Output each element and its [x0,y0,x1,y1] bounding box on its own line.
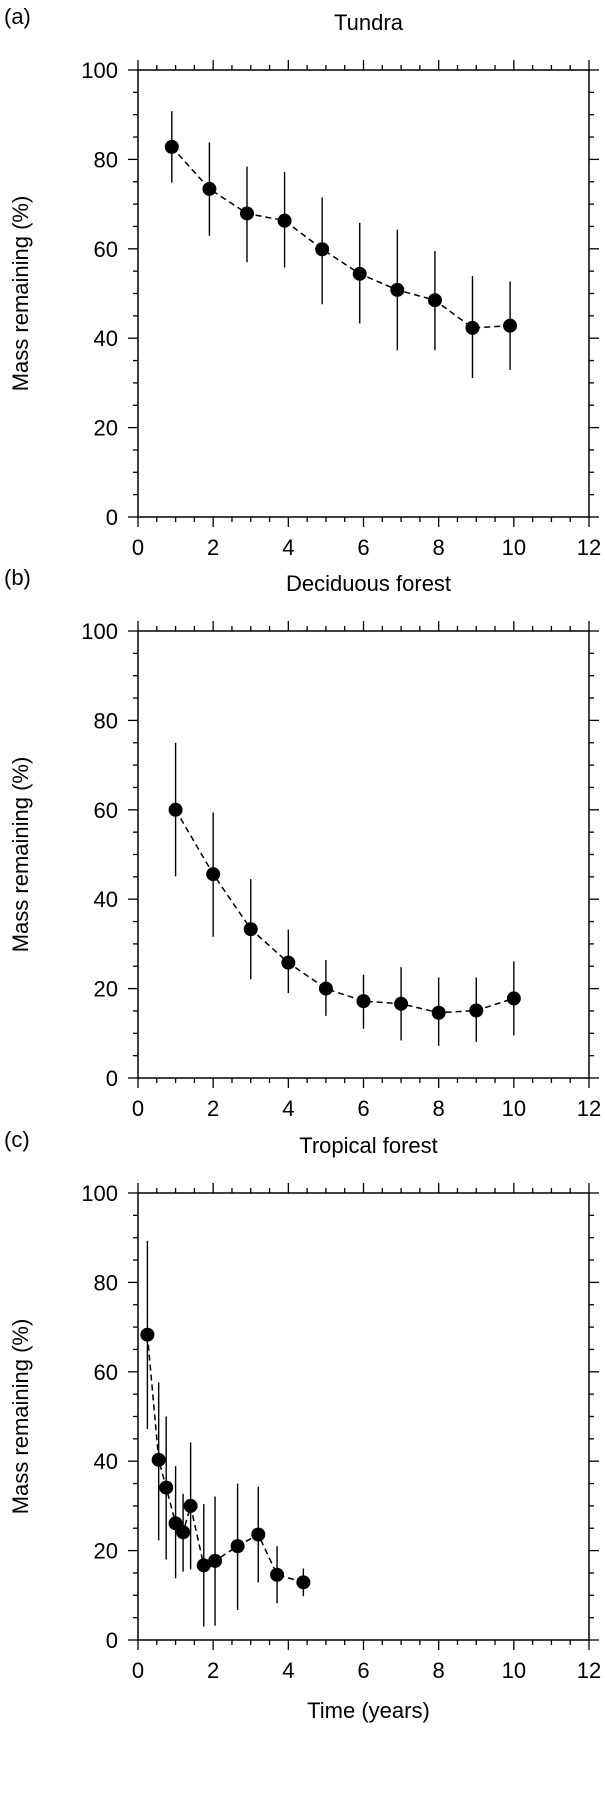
x-tick-label: 0 [132,535,144,560]
data-point [208,1553,223,1568]
data-point [230,1539,245,1554]
panel-title: Tropical forest [299,1133,438,1158]
data-point [277,213,292,228]
x-axis-title: Time (years) [307,1698,430,1723]
x-tick-label: 2 [207,1658,219,1683]
y-tick-label: 60 [94,1360,118,1385]
data-point [427,293,442,308]
panel-3: (c) Tropical forest 0 2 4 6 8 10 12 0 20 40 60 80 100 M… [4,1127,601,1723]
data-point [239,206,254,221]
x-tick-label: 12 [577,535,601,560]
panel-title: Tundra [334,10,404,35]
x-tick-label: 0 [132,1658,144,1683]
panel-2: (b) Deciduous forest 0 2 4 6 8 10 12 0 20 40 60 80 100… [4,565,601,1121]
y-axis-title: Mass remaining (%) [8,1319,33,1515]
data-point [164,139,179,154]
x-tick-label: 2 [207,1096,219,1121]
panel-letter: (b) [4,565,31,590]
x-tick-label: 4 [282,1096,294,1121]
y-tick-label: 60 [94,237,118,262]
data-point [270,1567,285,1582]
data-point [506,991,521,1006]
x-tick-label: 6 [357,535,369,560]
series-line [146,1334,304,1584]
data-point [465,320,480,335]
x-tick-label: 6 [357,1096,369,1121]
y-tick-label: 80 [94,147,118,172]
data-point [390,282,405,297]
panel-letter: (a) [4,4,31,29]
y-tick-label: 80 [94,1270,118,1295]
panel-title: Deciduous forest [286,571,451,596]
data-point [431,1005,446,1020]
data-point [159,1480,174,1495]
series-line [174,809,515,1014]
y-tick-label: 20 [94,977,118,1002]
x-tick-label: 0 [132,1096,144,1121]
y-tick-label: 40 [94,326,118,351]
data-point [196,1558,211,1573]
data-point [202,181,217,196]
y-tick-label: 0 [106,505,118,530]
data-point [394,996,409,1011]
panel-1: (a) Tundra 0 2 4 6 8 10 12 0 20 40 60 80 100 Mass remai… [4,4,601,560]
data-point [206,867,221,882]
series-line [171,146,511,329]
x-tick-label: 6 [357,1658,369,1683]
y-tick-label: 60 [94,798,118,823]
data-point [251,1527,266,1542]
data-point [296,1575,311,1590]
plot-frame [137,69,590,518]
y-axis-title: Mass remaining (%) [8,196,33,392]
data-point [352,266,367,281]
data-point [168,802,183,817]
x-tick-label: 8 [433,1096,445,1121]
y-tick-label: 100 [81,619,118,644]
x-tick-label: 10 [502,1096,526,1121]
data-point [281,955,296,970]
panel-letter: (c) [4,1127,30,1152]
data-point [315,242,330,257]
y-tick-label: 100 [81,1181,118,1206]
y-tick-label: 100 [81,58,118,83]
y-tick-label: 20 [94,416,118,441]
data-point [356,994,371,1009]
y-tick-label: 0 [106,1066,118,1091]
x-tick-label: 4 [282,535,294,560]
x-tick-label: 10 [502,535,526,560]
x-tick-label: 12 [577,1658,601,1683]
y-tick-label: 40 [94,1449,118,1474]
data-point [140,1327,155,1342]
data-point [503,318,518,333]
y-tick-label: 0 [106,1628,118,1653]
data-point [243,922,258,937]
x-tick-label: 8 [433,1658,445,1683]
y-axis-title: Mass remaining (%) [8,757,33,953]
x-tick-label: 10 [502,1658,526,1683]
y-tick-label: 20 [94,1539,118,1564]
data-point [183,1498,198,1513]
x-tick-label: 8 [433,535,445,560]
y-tick-label: 40 [94,887,118,912]
plot-frame [137,1192,590,1641]
data-point [318,981,333,996]
x-tick-label: 2 [207,535,219,560]
x-tick-label: 12 [577,1096,601,1121]
data-point [151,1452,166,1467]
data-point [469,1003,484,1018]
x-tick-label: 4 [282,1658,294,1683]
data-point [176,1525,191,1540]
y-tick-label: 80 [94,708,118,733]
